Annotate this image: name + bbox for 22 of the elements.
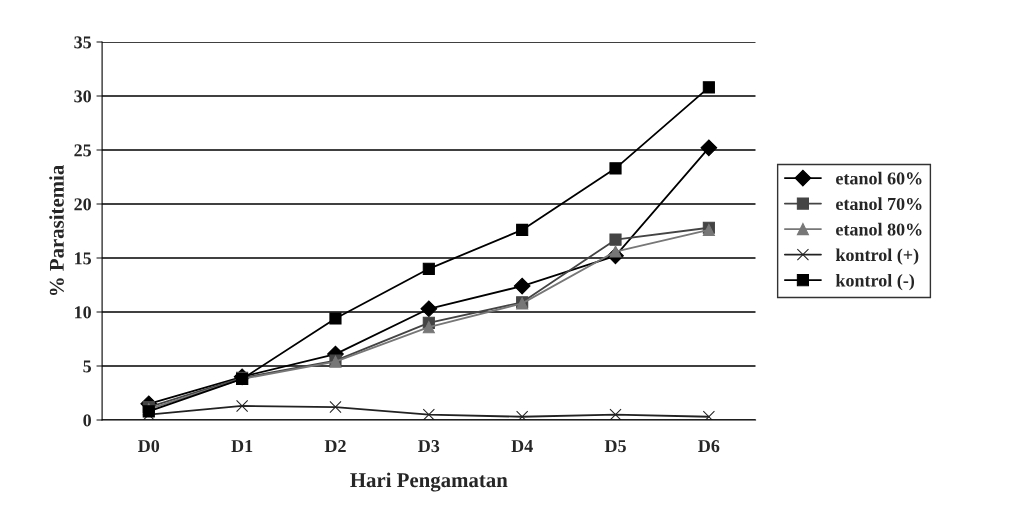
legend-label: etanol 60% (836, 171, 922, 185)
x-tick-label: D2 (324, 440, 346, 453)
x-tick-label: D5 (604, 440, 626, 453)
y-axis-title: % Parasitemia (49, 165, 64, 296)
x-tick-label: D0 (138, 439, 160, 453)
legend-label: kontrol (-) (835, 273, 915, 291)
x-tick-label: D1 (231, 440, 253, 453)
y-tick-label: 35 (74, 36, 92, 49)
legend-label: etanol 80% (836, 222, 922, 236)
y-tick-label: 10 (75, 306, 91, 319)
y-tick-label: 0 (83, 414, 91, 427)
x-tick-label: D6 (698, 440, 720, 453)
x-tick-label: D3 (418, 440, 440, 453)
legend-label: etanol 70% (836, 197, 922, 211)
x-tick-label: D4 (511, 440, 533, 453)
y-tick-label: 20 (74, 198, 91, 211)
y-tick-label: 5 (83, 360, 92, 373)
y-tick-label: 30 (74, 90, 91, 103)
y-tick-label: 25 (74, 144, 92, 157)
x-axis-title: Hari Pengamatan (350, 472, 508, 492)
y-tick-label: 15 (75, 252, 92, 265)
legend-label: kontrol (+) (835, 248, 919, 265)
